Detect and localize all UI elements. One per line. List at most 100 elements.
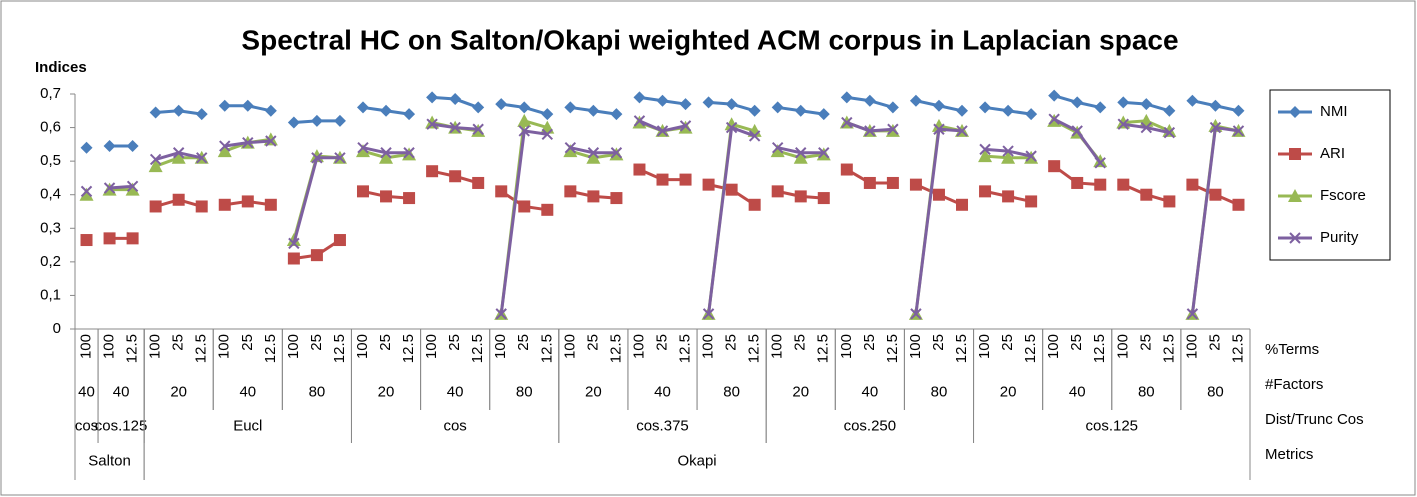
x-tick-label: 12.5 [1160, 334, 1177, 363]
category-group-label: 20 [792, 383, 809, 400]
marker [1186, 178, 1199, 191]
x-tick-label: 100 [976, 334, 993, 359]
marker [633, 115, 646, 127]
marker [472, 123, 484, 135]
marker [610, 147, 623, 159]
x-tick-label: 12.5 [677, 334, 694, 363]
marker [1002, 145, 1014, 157]
category-group-label: 20 [378, 383, 395, 400]
legend-label: ARI [1320, 145, 1345, 162]
marker [264, 104, 277, 117]
marker [587, 104, 600, 117]
marker [355, 144, 370, 158]
category-group-label: 40 [862, 383, 879, 400]
marker [793, 150, 808, 164]
marker [125, 182, 140, 196]
marker [610, 192, 623, 205]
x-tick-label: 12.5 [538, 334, 555, 363]
marker [103, 182, 116, 194]
x-tick-label: 100 [423, 334, 440, 359]
marker [910, 308, 922, 320]
marker [126, 180, 139, 193]
x-tick-label: 100 [1114, 334, 1131, 359]
marker [80, 185, 93, 198]
x-tick-label: 12.5 [746, 334, 763, 363]
x-tick-label: 25 [653, 334, 670, 351]
marker [518, 200, 531, 213]
marker [794, 104, 807, 117]
x-tick-label: 12.5 [1022, 334, 1039, 363]
marker [587, 190, 600, 203]
category-group-label: cos.250 [844, 417, 897, 434]
marker [656, 125, 669, 137]
x-tick-label: 12.5 [262, 334, 279, 363]
y-tick-label: 0 [53, 320, 61, 337]
category-group-label: 80 [1207, 383, 1224, 400]
x-tick-label: 100 [769, 334, 786, 359]
marker [518, 125, 530, 137]
marker [979, 101, 992, 114]
legend-label: Fscore [1320, 187, 1366, 204]
marker [1002, 190, 1015, 203]
marker [656, 173, 669, 186]
marker [472, 101, 485, 114]
marker [748, 104, 761, 117]
category-group-label: 80 [1138, 383, 1155, 400]
marker [172, 193, 185, 206]
marker [864, 125, 876, 137]
marker [1186, 308, 1199, 320]
x-tick-label: 25 [239, 334, 256, 351]
marker [1117, 96, 1130, 109]
marker [172, 104, 185, 117]
y-tick-label: 0,3 [40, 219, 61, 236]
marker [495, 308, 507, 320]
marker [1140, 188, 1153, 201]
marker [886, 101, 899, 114]
marker [564, 101, 577, 114]
marker [771, 185, 784, 198]
y-tick-label: 0,4 [40, 186, 61, 203]
marker [1071, 125, 1083, 137]
category-group-label: Okapi [677, 452, 716, 469]
x-tick-label: 25 [377, 334, 394, 351]
x-tick-label: 25 [515, 334, 532, 351]
marker [195, 108, 208, 121]
level-label: %Terms [1265, 341, 1319, 358]
marker [1001, 150, 1016, 164]
series-line [109, 184, 133, 190]
marker [1048, 160, 1061, 173]
marker [426, 118, 438, 130]
x-tick-label: 12.5 [469, 334, 486, 363]
marker [863, 176, 876, 189]
marker [586, 150, 601, 164]
category-group-label: cos [75, 417, 98, 434]
marker [495, 185, 508, 198]
x-tick-label: 25 [999, 334, 1016, 351]
marker [818, 147, 830, 159]
x-tick-label: 12.5 [815, 334, 832, 363]
marker [748, 130, 761, 142]
y-tick-label: 0,5 [40, 152, 61, 169]
marker [724, 117, 739, 131]
marker [656, 94, 669, 107]
marker [288, 237, 300, 250]
x-tick-label: 25 [861, 334, 878, 351]
category-group-label: 40 [1069, 383, 1086, 400]
marker [103, 232, 116, 245]
x-tick-label: 12.5 [331, 334, 348, 363]
marker [817, 108, 830, 121]
marker [1025, 195, 1038, 208]
marker [909, 178, 922, 191]
marker [1048, 113, 1060, 125]
level-label: #Factors [1265, 376, 1323, 393]
x-tick-label: 100 [1045, 334, 1062, 359]
marker [956, 125, 968, 137]
marker [956, 198, 969, 211]
marker [679, 98, 692, 111]
marker [1209, 121, 1222, 134]
marker [242, 136, 254, 149]
y-tick-label: 0,7 [40, 85, 61, 102]
x-tick-label: 25 [1137, 334, 1154, 351]
marker [265, 135, 277, 147]
marker [380, 190, 393, 203]
